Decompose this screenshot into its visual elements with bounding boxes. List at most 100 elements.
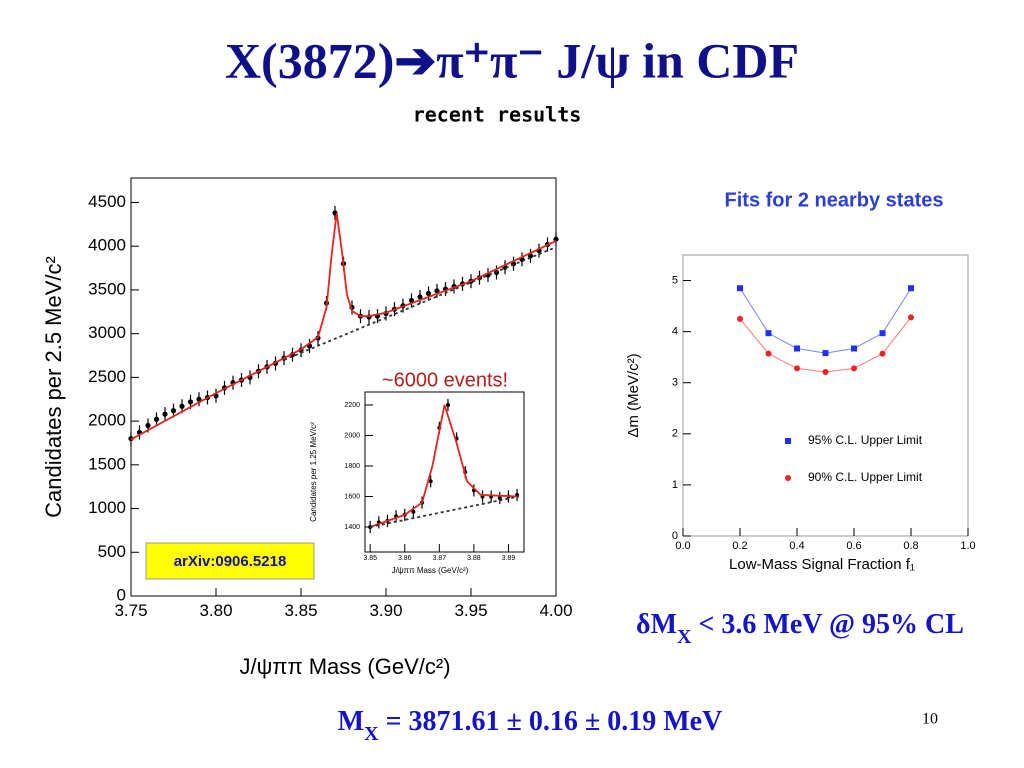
y-tick-label: 4500 — [88, 192, 126, 211]
title: X(3872)➔π⁺π⁻ J/ψ in CDF — [225, 32, 799, 88]
legend-label: 95% C.L. Upper Limit — [808, 433, 923, 447]
y-tick-label: 3 — [672, 377, 678, 389]
data-point — [417, 294, 423, 300]
series-line — [283, 246, 557, 361]
data-point — [879, 350, 886, 357]
x-tick-label: 0.0 — [675, 540, 690, 552]
plot-frame — [364, 391, 525, 553]
text-part: X — [677, 626, 692, 648]
data-point — [411, 509, 416, 514]
x-tick-label: 3.90 — [369, 601, 402, 620]
x-tick-label: 3.85 — [363, 555, 377, 562]
legend-marker — [785, 475, 791, 481]
data-point — [553, 236, 559, 242]
data-point — [170, 408, 177, 414]
y-tick-label: 1600 — [344, 493, 360, 500]
y-axis-label: Δm (MeV/c²) — [625, 353, 642, 437]
chart: 3.85 3.86 3.87 3.88 3.89 1400 1600 1800 2000 2200… — [309, 391, 525, 575]
series-line — [130, 212, 557, 441]
arxiv-label: arXiv:0906.5218 — [174, 553, 287, 570]
y-tick-label: 1 — [672, 479, 678, 491]
arxiv-box — [145, 542, 315, 580]
plot-frame — [682, 254, 969, 537]
data-point — [425, 290, 432, 297]
text-part: M — [338, 706, 364, 737]
x-tick-label: 3.75 — [114, 601, 147, 620]
data-point — [445, 402, 450, 407]
y-tick-label: 2000 — [88, 411, 126, 430]
x-tick-label: 3.95 — [454, 601, 487, 620]
x-tick-label: 1.0 — [960, 540, 975, 552]
text-part: X — [364, 723, 379, 745]
y-tick-label: 1400 — [344, 524, 360, 531]
y-tick-label: 0 — [117, 585, 126, 604]
plot-frame — [130, 177, 557, 597]
y-axis-label: Candidates per 2.5 MeV/c² — [41, 256, 66, 518]
y-tick-label: 2000 — [344, 432, 360, 439]
legend-marker — [785, 438, 791, 444]
y-tick-label: 1800 — [344, 463, 360, 470]
data-point — [794, 365, 800, 372]
text-part: < 3.6 MeV @ 95% CL — [691, 609, 963, 640]
series-line — [370, 495, 519, 528]
plot-background — [365, 392, 524, 552]
data-point — [765, 330, 772, 337]
y-axis-label: Candidates per 1.25 MeV/c² — [309, 422, 318, 522]
y-tick-label: 4000 — [88, 236, 126, 255]
y-tick-label: 1000 — [88, 498, 126, 517]
y-tick-label: 0 — [672, 530, 678, 542]
data-point — [162, 411, 168, 417]
data-point — [908, 285, 914, 292]
y-tick-label: 1500 — [88, 454, 126, 473]
text-part: = 3871.61 ± 0.16 ± 0.19 MeV — [379, 706, 723, 737]
data-point — [153, 416, 160, 422]
legend-label: 90% C.L. Upper Limit — [808, 470, 923, 484]
data-point — [794, 345, 800, 352]
y-tick-label: 2200 — [344, 402, 360, 409]
x-axis-label: J/ψππ Mass (GeV/c²) — [239, 654, 450, 679]
x-tick-label: 3.86 — [398, 555, 412, 562]
x-tick-label: 0.8 — [903, 540, 918, 552]
x-tick-label: 0.2 — [732, 540, 747, 552]
x-tick-label: 3.80 — [199, 601, 232, 620]
x-tick-label: 3.89 — [502, 555, 516, 562]
data-point — [497, 496, 502, 501]
events-note: ~6000 events! — [382, 369, 508, 391]
chart: 3.75 3.80 3.85 3.90 3.95 4.00 0 500 1000 1500 2000… — [41, 177, 573, 679]
data-point — [822, 368, 829, 375]
page-number: 10 — [922, 711, 938, 728]
data-point — [737, 285, 743, 292]
data-point — [765, 350, 772, 357]
x-tick-label: 0.6 — [846, 540, 861, 552]
x-tick-label: 3.87 — [433, 555, 447, 562]
subtitle: recent results — [413, 103, 582, 127]
y-tick-label: 2 — [672, 428, 678, 440]
y-tick-label: 3500 — [88, 279, 126, 298]
y-tick-label: 500 — [98, 542, 126, 561]
data-point — [434, 288, 440, 294]
data-point — [879, 330, 886, 337]
x-tick-label: 4.00 — [539, 601, 572, 620]
data-point — [408, 297, 415, 304]
series-line — [369, 404, 519, 528]
y-tick-label: 3000 — [88, 323, 126, 342]
x-tick-label: 3.88 — [467, 555, 481, 562]
data-point — [851, 345, 857, 352]
y-tick-label: 2500 — [88, 367, 126, 386]
data-point — [179, 403, 185, 409]
delta-result: δMX < 3.6 MeV @ 95% CL — [636, 609, 964, 647]
x-tick-label: 3.85 — [284, 601, 317, 620]
data-point — [851, 365, 857, 372]
x-tick-label: 0.4 — [789, 540, 804, 552]
data-point — [196, 396, 202, 402]
y-tick-label: 5 — [672, 274, 678, 286]
fits-note: Fits for 2 nearby states — [725, 189, 944, 211]
data-point — [737, 315, 743, 322]
x-axis-label: J/ψππ Mass (GeV/c²) — [392, 566, 469, 575]
data-point — [428, 479, 433, 484]
data-point — [822, 350, 829, 357]
chart: 0.0 0.2 0.4 0.6 0.8 1.0 0 1 2 3 4 5 Low-Mass Signal … — [625, 254, 976, 573]
mass-result: MX = 3871.61 ± 0.16 ± 0.19 MeV — [338, 706, 723, 744]
